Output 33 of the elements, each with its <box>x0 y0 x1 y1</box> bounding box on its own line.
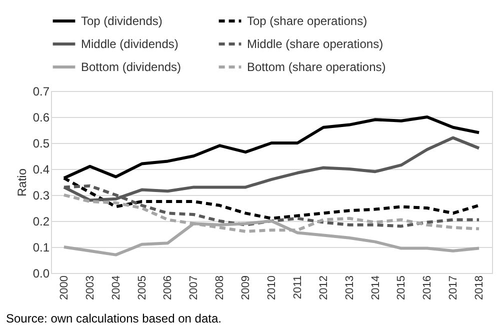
x-tick-label: 2014 <box>370 276 382 300</box>
x-tick-label: 2012 <box>318 276 330 300</box>
legend-label: Top (share operations) <box>247 14 368 28</box>
x-tick-label: 2007 <box>188 276 200 300</box>
y-axis-title: Ratio <box>14 168 29 197</box>
y-tick-label: 0.4 <box>32 162 50 176</box>
legend-label: Middle (dividends) <box>81 37 178 51</box>
y-tick-label: 0.7 <box>32 84 50 98</box>
y-tick-label: 0.6 <box>32 110 50 124</box>
x-tick-label: 2011 <box>292 276 304 300</box>
x-tick-label: 2009 <box>240 276 252 300</box>
x-tick-label: 2005 <box>136 276 148 300</box>
x-tick-label: 2008 <box>214 276 226 300</box>
x-tick-label: 2016 <box>422 276 434 300</box>
x-tick-label: 2004 <box>110 276 122 300</box>
y-tick-label: 0.5 <box>32 136 50 150</box>
x-tick-label: 2015 <box>396 276 408 300</box>
x-tick-label: 2006 <box>162 276 174 300</box>
legend-label: Top (dividends) <box>81 14 162 28</box>
legend-label: Bottom (dividends) <box>81 60 182 74</box>
y-tick-label: 0.3 <box>32 188 50 202</box>
x-tick-label: 2000 <box>58 276 70 300</box>
legend-label: Middle (share operations) <box>247 37 384 51</box>
y-tick-label: 0.0 <box>32 266 50 280</box>
x-tick-label: 2017 <box>448 276 460 300</box>
x-tick-label: 2018 <box>474 276 486 300</box>
x-tick-label: 2003 <box>84 276 96 300</box>
y-tick-label: 0.2 <box>32 214 50 228</box>
y-tick-label: 0.1 <box>32 240 50 254</box>
x-tick-label: 2013 <box>344 276 356 300</box>
x-tick-label: 2010 <box>266 276 278 300</box>
legend-label: Bottom (share operations) <box>247 60 386 74</box>
source-note: Source: own calculations based on data. <box>6 311 222 326</box>
